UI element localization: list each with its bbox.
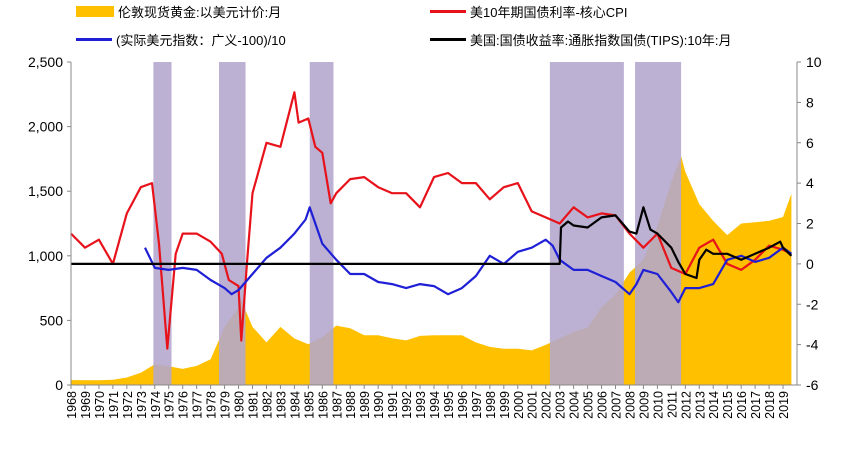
recession-band-5 — [635, 62, 682, 385]
x-tick-label: 2007 — [610, 391, 624, 419]
axes: 0 500 1,000 1,500 2,000 2,500 -6 -4 -2 0 2 4 6 8 10 196… — [28, 54, 822, 419]
x-tick-label: 2015 — [721, 391, 735, 419]
x-tick-label: 1991 — [386, 391, 400, 419]
x-tick-label: 1984 — [288, 391, 302, 419]
recession-band-4 — [549, 62, 624, 385]
real-dollar-index-line — [144, 206, 793, 304]
x-tick-label: 2002 — [540, 391, 554, 419]
right-tick-label: 10 — [806, 54, 822, 70]
legend-item-dollar: (实际美元指数：广义-100)/10 — [76, 30, 286, 49]
x-tick-label: 2005 — [582, 391, 596, 419]
right-tick-label: -6 — [806, 377, 819, 393]
legend-label-tips: 美国:国债收益率:通胀指数国债(TIPS):10年:月 — [470, 33, 732, 48]
x-tick-label: 2001 — [526, 391, 540, 419]
legend-label-rate: 美10年期国债利率-核心CPI — [470, 5, 628, 20]
x-tick-label: 2017 — [749, 391, 763, 419]
x-tick-label: 1995 — [442, 391, 456, 419]
left-tick-label: 2,500 — [28, 54, 63, 70]
right-tick-label: 4 — [806, 175, 814, 191]
x-tick-label: 1993 — [414, 391, 428, 419]
legend-swatch-dollar — [76, 38, 112, 41]
x-tick-label: 2000 — [512, 391, 526, 419]
x-tick-label: 2013 — [693, 391, 707, 419]
legend-label-gold: 伦敦现货黄金:以美元计价:月 — [118, 5, 282, 20]
right-tick-label: -4 — [806, 337, 819, 353]
x-tick-label: 1987 — [330, 391, 344, 419]
x-tick-label: 1983 — [274, 391, 288, 419]
tips-yield-line — [71, 206, 793, 280]
legend-item-gold: 伦敦现货黄金:以美元计价:月 — [76, 2, 281, 21]
recession-bands — [153, 62, 682, 385]
x-tick-label: 2011 — [665, 391, 679, 418]
left-tick-label: 0 — [55, 377, 63, 393]
right-tick-label: 2 — [806, 216, 814, 232]
x-tick-label: 1989 — [358, 391, 372, 419]
right-tick-label: 6 — [806, 135, 814, 151]
x-tick-label: 1981 — [247, 391, 261, 419]
x-tick-label: 1996 — [456, 391, 470, 419]
x-tick-label: 1998 — [484, 391, 498, 419]
x-tick-label: 2019 — [777, 391, 791, 419]
x-tick-label: 1988 — [344, 391, 358, 419]
x-tick-label: 1978 — [205, 391, 219, 419]
x-tick-label: 1979 — [219, 391, 233, 419]
x-tick-label: 1986 — [316, 391, 330, 419]
x-tick-label: 1976 — [177, 391, 191, 419]
legend-label-dollar: (实际美元指数：广义-100)/10 — [116, 33, 286, 48]
x-tick-label: 1990 — [372, 391, 386, 419]
x-tick-label: 1971 — [107, 391, 121, 419]
right-tick-label: -2 — [806, 296, 819, 312]
legend-item-rate: 美10年期国债利率-核心CPI — [430, 2, 627, 21]
x-tick-label: 1982 — [261, 391, 275, 419]
x-tick-label: 1972 — [121, 391, 135, 419]
right-tick-label: 0 — [806, 256, 814, 272]
x-tick-label: 2010 — [651, 391, 665, 419]
x-tick-label: 1977 — [191, 391, 205, 419]
recession-band-3 — [309, 62, 334, 385]
x-tick-label: 1973 — [135, 391, 149, 419]
left-tick-label: 1,000 — [28, 248, 63, 264]
recession-band-1 — [153, 62, 172, 385]
x-tick-label: 1980 — [233, 391, 247, 419]
x-tick-label: 1969 — [79, 391, 93, 419]
x-tick-label: 1975 — [163, 391, 177, 419]
x-tick-label: 1997 — [470, 391, 484, 419]
legend-swatch-tips — [430, 38, 466, 41]
x-tick-label: 2006 — [596, 391, 610, 419]
x-tick-label: 2009 — [637, 391, 651, 419]
left-tick-label: 1,500 — [28, 183, 63, 199]
x-tick-label: 1992 — [400, 391, 414, 419]
legend-swatch-gold — [76, 6, 114, 17]
x-tick-label: 2014 — [707, 391, 721, 419]
x-tick-label: 1999 — [498, 391, 512, 419]
x-tick-label: 2004 — [568, 391, 582, 419]
left-tick-label: 500 — [40, 312, 64, 328]
x-tick-label: 2012 — [679, 391, 693, 419]
right-tick-label: 8 — [806, 94, 814, 110]
legend-item-tips: 美国:国债收益率:通胀指数国债(TIPS):10年:月 — [430, 30, 731, 49]
x-tick-label: 2008 — [624, 391, 638, 419]
x-tick-label: 1974 — [149, 391, 163, 419]
x-tick-label: 1994 — [428, 391, 442, 419]
x-tick-label: 1985 — [302, 391, 316, 419]
left-tick-label: 2,000 — [28, 119, 63, 135]
x-tick-label: 1968 — [65, 391, 79, 419]
x-tick-label: 1970 — [93, 391, 107, 419]
legend-swatch-rate — [430, 10, 466, 13]
x-tick-label: 2016 — [735, 391, 749, 419]
x-tick-label: 2018 — [763, 391, 777, 419]
x-tick-label: 2003 — [554, 391, 568, 419]
series-lines — [70, 91, 793, 350]
